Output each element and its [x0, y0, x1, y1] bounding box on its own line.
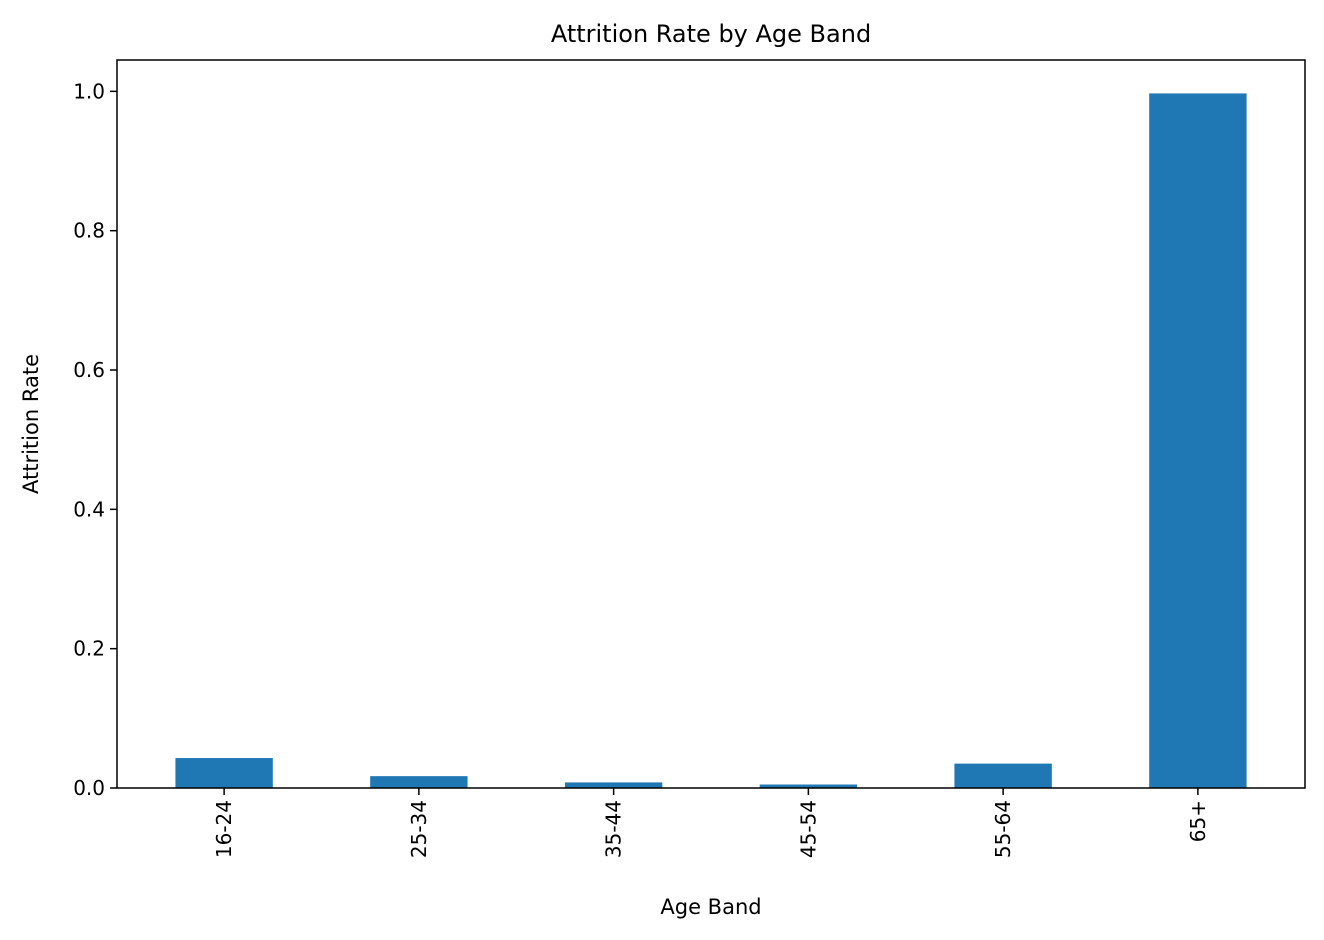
x-tick-label: 16-24 — [212, 800, 236, 858]
bar-45-54 — [759, 784, 858, 788]
x-axis-title: Age Band — [660, 895, 761, 919]
x-tick-label: 35-44 — [602, 800, 626, 858]
x-tick-label: 65+ — [1186, 800, 1210, 842]
bar-16-24 — [175, 758, 273, 788]
bars — [175, 93, 1247, 789]
y-tick-label: 0.4 — [73, 497, 105, 521]
plot-frame — [116, 59, 1306, 789]
x-axis: 16-24 25-34 35-44 45-54 55-64 65+ — [212, 788, 1210, 858]
y-tick-label: 0.6 — [73, 358, 105, 382]
y-tick-label: 0.0 — [73, 776, 105, 800]
y-tick-label: 1.0 — [73, 79, 105, 103]
y-axis: 0.0 0.2 0.4 0.6 0.8 1.0 — [73, 79, 117, 800]
x-tick-label: 45-54 — [796, 800, 820, 858]
y-tick-label: 0.2 — [73, 637, 105, 661]
bar-65+ — [1149, 93, 1247, 789]
y-axis-title: Attrition Rate — [19, 354, 43, 494]
x-tick-label: 25-34 — [407, 800, 431, 858]
x-tick-label: 55-64 — [991, 800, 1015, 858]
bar-55-64 — [954, 763, 1052, 788]
bar-35-44 — [564, 782, 663, 788]
y-tick-label: 0.8 — [73, 219, 105, 243]
chart-title: Attrition Rate by Age Band — [551, 20, 871, 48]
bar-25-34 — [370, 776, 468, 788]
